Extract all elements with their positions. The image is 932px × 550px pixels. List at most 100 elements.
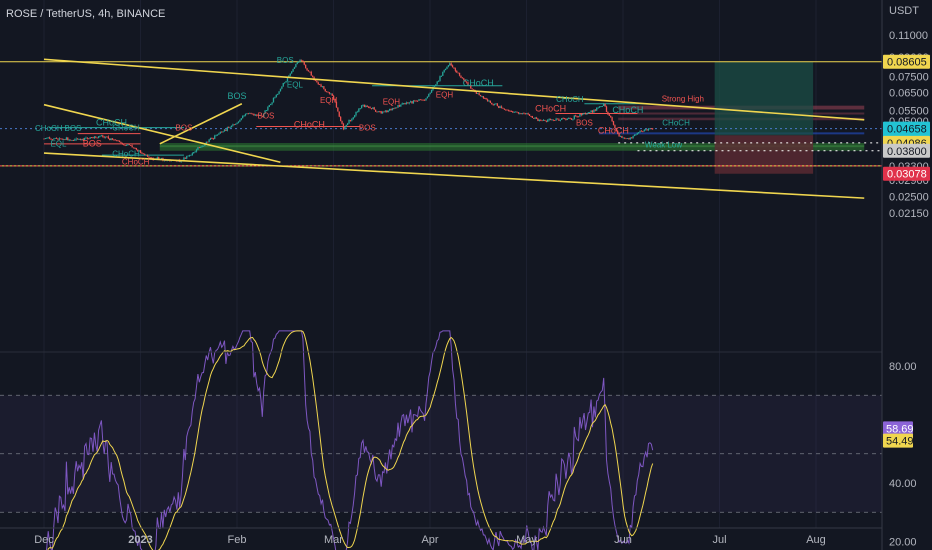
candle-body xyxy=(348,119,350,124)
candle-body xyxy=(563,118,566,120)
candle-body xyxy=(138,150,140,152)
trendline[interactable] xyxy=(43,103,281,164)
candle-body xyxy=(589,112,591,113)
candle-body xyxy=(83,137,86,141)
candle-body xyxy=(401,103,403,105)
candle-body xyxy=(488,100,490,102)
candle-body xyxy=(226,127,228,131)
candle-body xyxy=(433,86,436,87)
price-badge-label: 0.08605 xyxy=(887,57,927,69)
candle-body xyxy=(110,138,112,140)
trendline[interactable] xyxy=(159,103,243,145)
candle-body xyxy=(458,72,461,76)
trendlines[interactable] xyxy=(43,58,865,199)
candle-body xyxy=(187,155,189,157)
candle-body xyxy=(435,84,437,87)
candle-body xyxy=(113,139,115,141)
time-axis[interactable]: Dec 2023 Feb Mar Apr May Jun Jul Aug xyxy=(34,534,826,546)
candle-body xyxy=(482,96,485,99)
candle-body xyxy=(439,76,441,81)
time-tick-label: 2023 xyxy=(128,534,152,546)
candle-body xyxy=(608,114,610,116)
price-tick-label: 0.05500 xyxy=(889,105,929,117)
choch-label: CHoCH xyxy=(598,126,629,136)
candle-body xyxy=(464,79,466,82)
candle-body xyxy=(180,161,182,163)
candle-body xyxy=(603,103,605,107)
candle-body xyxy=(502,107,504,109)
candle-body xyxy=(236,122,238,124)
candle-body xyxy=(320,84,322,87)
rsi-tick-label: 80.00 xyxy=(889,361,917,373)
candle-body xyxy=(135,148,138,150)
candle-body xyxy=(99,135,101,137)
candle-body xyxy=(335,101,338,108)
candle-body xyxy=(214,135,216,139)
candle-body xyxy=(365,105,367,108)
candle-body xyxy=(232,124,234,126)
candle-body xyxy=(400,104,402,107)
candle-body xyxy=(624,137,626,139)
candle-body xyxy=(484,98,486,99)
candle-body xyxy=(386,110,388,113)
candle-body xyxy=(545,120,547,122)
candle-body xyxy=(144,154,146,155)
candle-body xyxy=(509,110,511,112)
candle-body xyxy=(314,80,317,82)
candle-body xyxy=(387,110,389,113)
candle-body xyxy=(447,65,450,67)
candle-body xyxy=(591,110,594,113)
candle-body xyxy=(142,153,144,155)
candle-body xyxy=(426,96,429,99)
bos-label: BOS xyxy=(277,56,294,65)
candle-body xyxy=(145,154,147,156)
candle-body xyxy=(254,114,256,116)
candle-body xyxy=(461,77,464,79)
candle-body xyxy=(423,99,426,101)
rsi-ma-line xyxy=(47,330,654,550)
candle-body xyxy=(130,145,132,146)
candle-body xyxy=(565,118,567,120)
candle-body xyxy=(233,124,235,126)
position-stop-zone[interactable] xyxy=(714,135,814,174)
trendline[interactable] xyxy=(43,152,865,199)
candle-body xyxy=(640,130,643,132)
candle-body xyxy=(465,81,468,83)
candle-body xyxy=(622,137,624,139)
long-position-tool[interactable] xyxy=(714,61,814,174)
candle-body xyxy=(120,141,122,144)
candle-body xyxy=(289,73,291,76)
candle-body xyxy=(500,106,503,108)
candle-body xyxy=(376,111,378,113)
candle-body xyxy=(359,108,361,110)
candle-body xyxy=(468,85,471,86)
candle-body xyxy=(284,82,286,84)
candle-body xyxy=(402,103,405,104)
price-axis[interactable]: USDT 0.110000.090000.075000.065000.05500… xyxy=(883,5,930,220)
rsi-badge-label: 58.69 xyxy=(886,423,914,435)
candle-body xyxy=(360,105,363,109)
price-badge: 0.03800 xyxy=(883,143,930,158)
candle-body xyxy=(327,91,329,93)
candle-body xyxy=(292,68,294,72)
candle-body xyxy=(102,135,104,137)
candle-body xyxy=(394,107,396,109)
choch-label: CHoCH xyxy=(463,78,494,88)
candle-body xyxy=(415,100,417,102)
eql-label: EQL xyxy=(50,140,67,149)
trendline[interactable] xyxy=(43,58,865,121)
candle-body xyxy=(118,140,121,142)
symbol-title[interactable]: ROSE / TetherUS, 4h, BINANCE xyxy=(6,8,165,20)
demand-zone xyxy=(159,143,865,151)
candle-body xyxy=(207,141,209,143)
candle-body xyxy=(296,62,298,65)
candle-body xyxy=(583,113,585,114)
candle-body xyxy=(149,157,151,159)
position-target-zone[interactable] xyxy=(714,61,814,136)
candle-body xyxy=(128,144,131,146)
candle-body xyxy=(580,113,582,115)
candle-body xyxy=(60,138,62,140)
candle-body xyxy=(127,144,129,146)
